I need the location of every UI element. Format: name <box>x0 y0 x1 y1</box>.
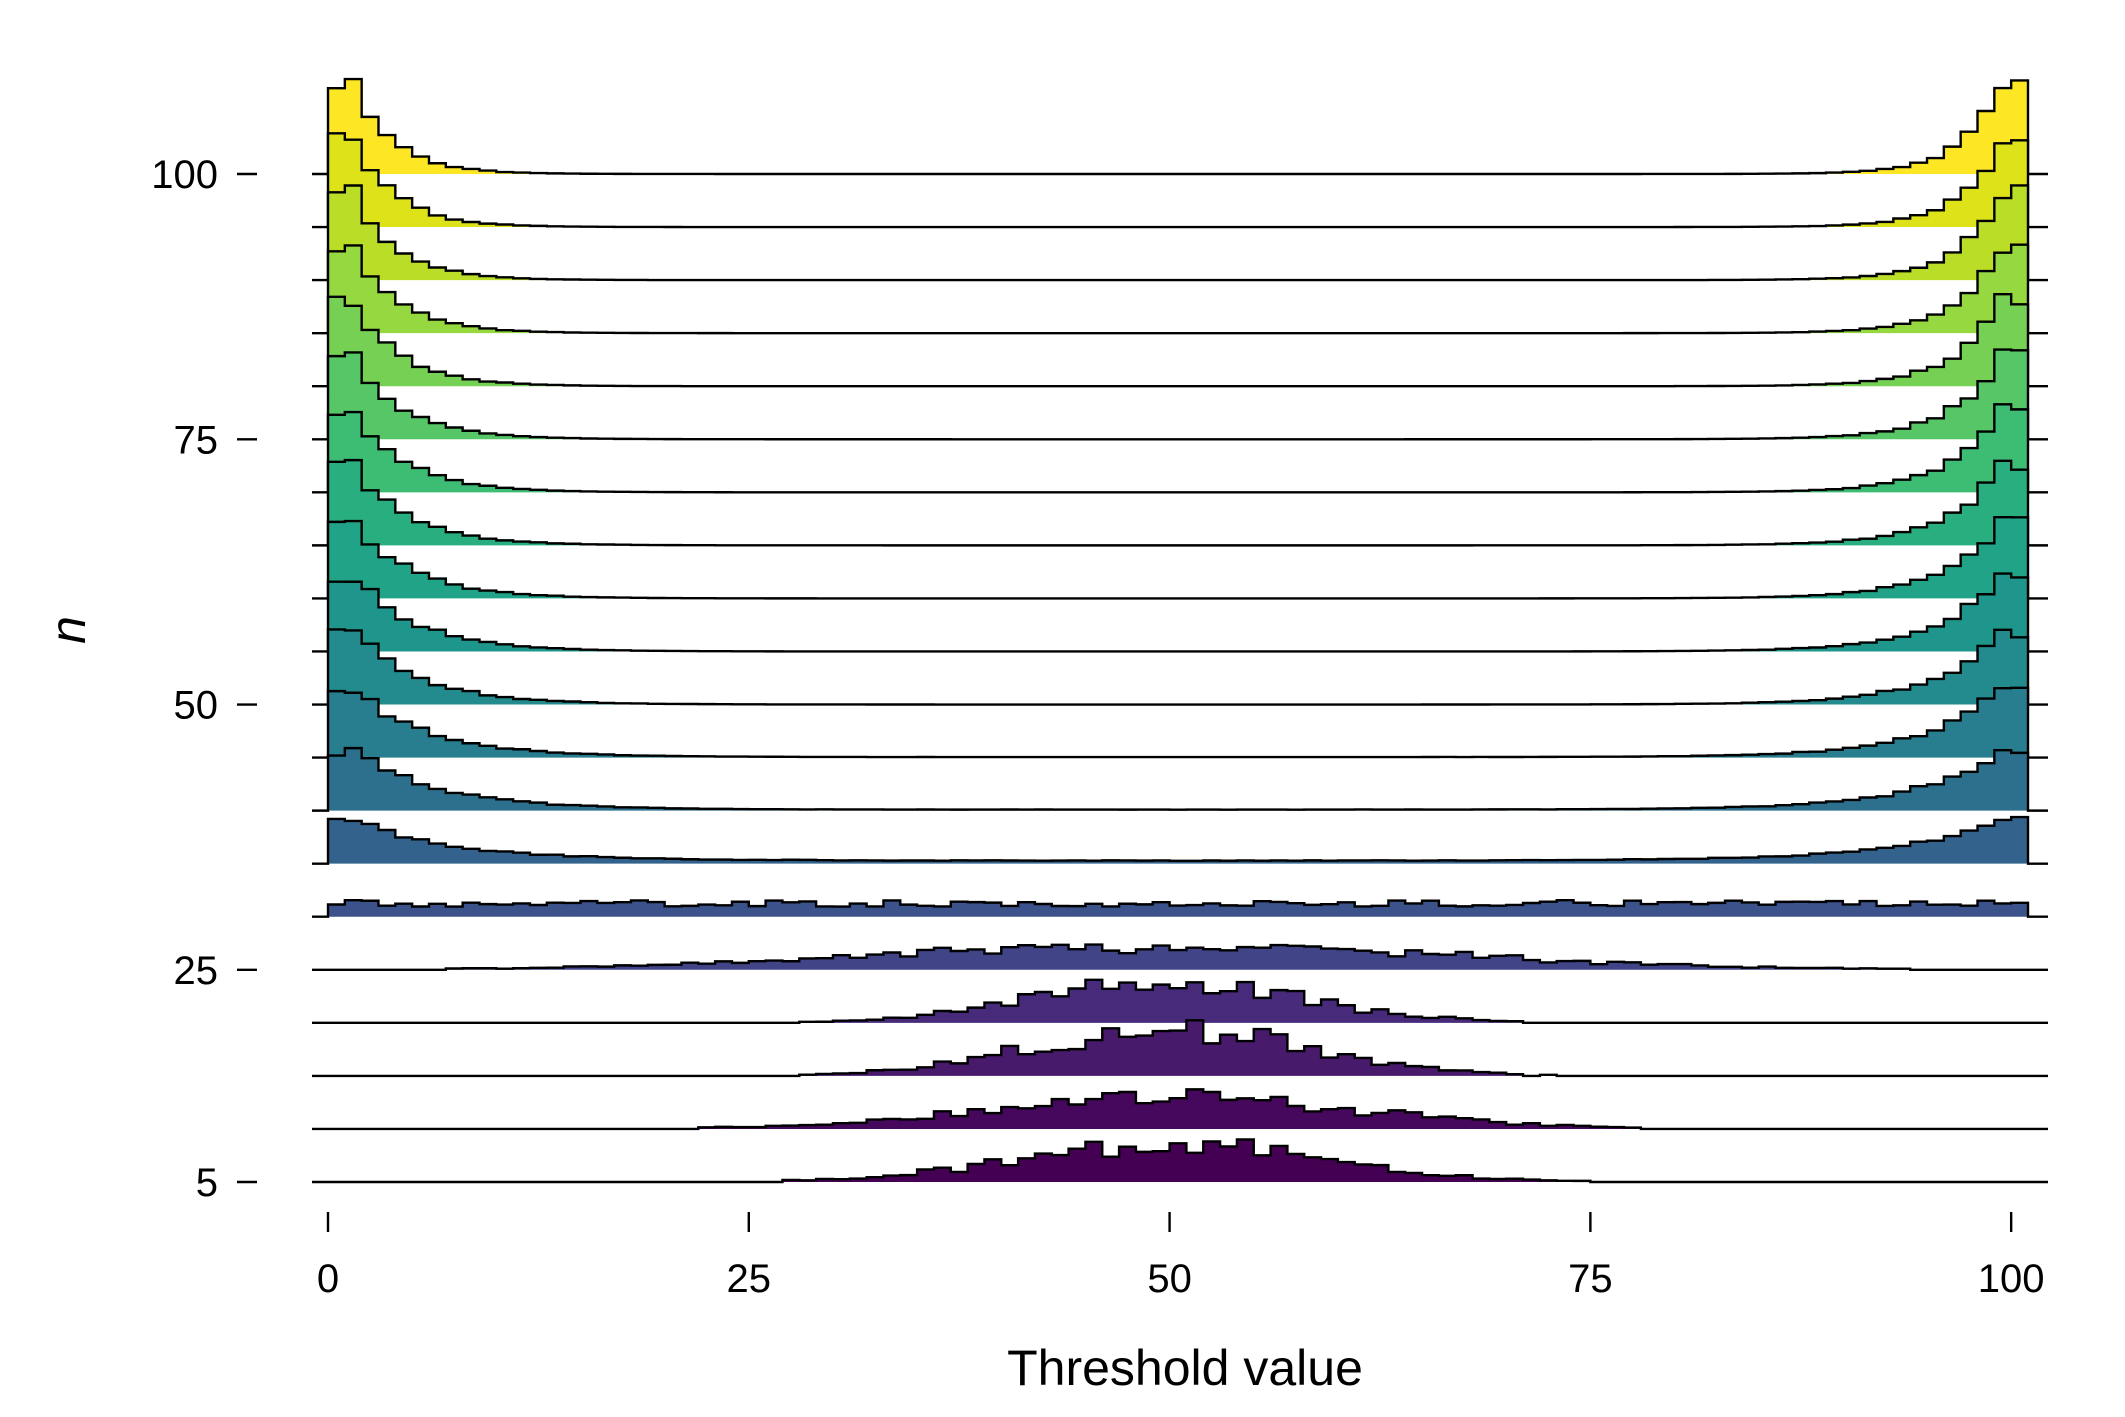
ridge-outline <box>312 132 2048 229</box>
ridge-outline <box>312 815 2048 865</box>
ridge-n100 <box>312 77 2048 176</box>
ridge-outline <box>312 184 2048 282</box>
y-tick-label: 75 <box>174 418 219 462</box>
ridge-n55 <box>312 572 2048 653</box>
ridge-outline <box>312 348 2048 441</box>
ridge-n50 <box>312 628 2048 706</box>
ridge-fill <box>328 185 2028 281</box>
ridge-n5 <box>312 1138 2048 1184</box>
ridge-fill <box>328 460 2028 546</box>
ridge-fill <box>328 133 2028 228</box>
ridge-fill <box>328 944 2028 970</box>
ridge-outline <box>312 458 2048 547</box>
y-tick-label: 5 <box>196 1161 218 1205</box>
ridge-fill <box>328 687 2028 758</box>
axes-layer: 5 25 50 75 100 0 25 50 75 100 <box>151 153 2044 1301</box>
ridge-fill <box>328 244 2028 334</box>
ridge-outline <box>312 898 2048 918</box>
ridge-fill <box>328 79 2028 174</box>
ridge-outline <box>312 686 2048 759</box>
ridge-n75 <box>312 348 2048 441</box>
y-tick-label: 100 <box>151 153 218 197</box>
ridge-outline <box>312 1019 2048 1078</box>
ridge-outline <box>312 1138 2048 1184</box>
ridge-fill <box>328 900 2028 917</box>
ridge-outline <box>312 1088 2048 1131</box>
ridge-fill <box>328 517 2028 599</box>
ridge-n95 <box>312 132 2048 229</box>
ridge-n25 <box>312 943 2048 971</box>
x-tick-label: 100 <box>1978 1257 2045 1301</box>
ridge-fill <box>328 817 2028 864</box>
y-tick-label: 25 <box>174 949 219 993</box>
ridge-fill <box>328 573 2028 652</box>
x-tick-label: 50 <box>1147 1257 1192 1301</box>
ridge-n40 <box>312 746 2048 812</box>
ridge-n35 <box>312 815 2048 865</box>
ridge-outline <box>312 292 2048 388</box>
ridge-n10 <box>312 1088 2048 1131</box>
ridge-n90 <box>312 184 2048 282</box>
x-tick-label: 0 <box>317 1257 339 1301</box>
ridge-fill <box>328 748 2028 811</box>
ridge-outline <box>312 77 2048 176</box>
ridge-n70 <box>312 403 2048 494</box>
ridge-outline <box>312 943 2048 971</box>
x-tick-label: 75 <box>1568 1257 1613 1301</box>
ridge-fill <box>328 349 2028 440</box>
ridge-fill <box>328 979 2028 1023</box>
ridge-n60 <box>312 515 2048 600</box>
ridge-fill <box>328 1139 2028 1182</box>
ridge-fill <box>328 629 2028 705</box>
ridge-n80 <box>312 292 2048 388</box>
ridge-fill <box>328 294 2028 387</box>
ridge-n20 <box>312 978 2048 1025</box>
ridge-outline <box>312 515 2048 600</box>
ridge-n85 <box>312 243 2048 335</box>
ridge-n30 <box>312 898 2048 918</box>
ridge-outline <box>312 978 2048 1025</box>
y-axis-title: n <box>40 616 96 644</box>
x-tick-label: 25 <box>727 1257 772 1301</box>
ridges-layer <box>312 77 2048 1184</box>
y-tick-label: 50 <box>174 684 219 728</box>
ridge-outline <box>312 403 2048 494</box>
ridge-outline <box>312 628 2048 706</box>
ridge-n65 <box>312 458 2048 547</box>
ridge-n15 <box>312 1019 2048 1078</box>
ridge-fill <box>328 404 2028 493</box>
ridge-outline <box>312 243 2048 335</box>
x-axis-title: Threshold value <box>1007 1340 1363 1396</box>
ridge-outline <box>312 746 2048 812</box>
ridge-fill <box>328 1020 2028 1076</box>
ridge-fill <box>328 1089 2028 1129</box>
ridge-n45 <box>312 686 2048 759</box>
ridge-outline <box>312 572 2048 653</box>
